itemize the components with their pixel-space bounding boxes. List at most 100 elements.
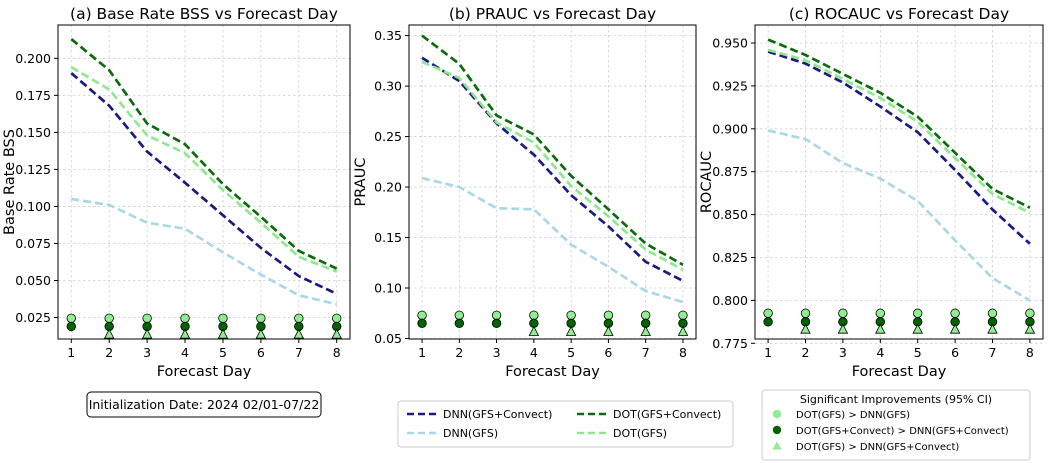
- significance-marker-sig1-circle: [763, 308, 773, 318]
- series-line-dot-gfs: [767, 48, 1031, 215]
- series-line-dnn-convect: [767, 50, 1031, 245]
- significance-marker-sig3-triangle: [528, 325, 540, 336]
- series-line-dot-convect: [70, 38, 338, 270]
- y-tick-label: 0.775: [712, 336, 748, 351]
- y-tick-label: 0.900: [712, 121, 748, 136]
- y-tick-label: 0.050: [15, 273, 51, 288]
- x-tick-label: 4: [530, 345, 538, 360]
- significance-marker-sig1-circle: [142, 313, 152, 323]
- initialization-note: Initialization Date: 2024 02/01-07/22: [86, 391, 322, 418]
- y-tick-label: 0.950: [712, 36, 748, 51]
- chart-panel-1: 1 2 3 4 5 6 7 8 0.025 0.050 0.075 0.100 0.125 0.150 0.…: [2, 5, 351, 380]
- y-tick-label: 0.925: [712, 78, 748, 93]
- y-tick-label: 0.850: [712, 207, 748, 222]
- x-tick-label: 3: [493, 345, 501, 360]
- y-tick-label: 0.125: [15, 162, 51, 177]
- series-line-dot-convect: [421, 34, 684, 266]
- x-tick-label: 5: [567, 345, 575, 360]
- legend-label-dnn-convect: DNN(GFS+Convect): [443, 408, 552, 421]
- significance-marker-sig1-circle: [678, 310, 688, 320]
- significance-marker-sig3-triangle: [837, 323, 849, 334]
- initialization-note-box: [86, 391, 322, 418]
- chart-title: (b) PRAUC vs Forecast Day: [449, 5, 656, 23]
- significance-marker-sig1-circle: [66, 313, 76, 323]
- significance-legend: Significant Improvements (95% CI) DOT(GF…: [761, 389, 1031, 461]
- significance-marker-sig3-triangle: [255, 328, 267, 339]
- x-tick-label: 3: [143, 345, 151, 360]
- series-line-dnn-convect: [421, 56, 684, 283]
- y-axis-label: ROCAUC: [699, 151, 715, 213]
- initialization-note-text: Initialization Date: 2024 02/01-07/22: [89, 397, 320, 412]
- x-axis-label: Forecast Day: [505, 364, 600, 380]
- significance-marker-sig1-circle: [256, 313, 266, 323]
- y-tick-label: 0.200: [15, 51, 51, 66]
- x-tick-label: 4: [876, 345, 884, 360]
- significance-marker-sig1-circle: [566, 310, 576, 320]
- significance-marker-sig2-circle: [491, 318, 502, 329]
- legend-marker-sig2-circle: [772, 425, 782, 435]
- series-line-dnn-gfs: [767, 129, 1031, 302]
- significance-marker-sig1-circle: [913, 308, 923, 318]
- significance-marker-sig1-circle: [454, 310, 465, 320]
- series-line-dnn-gfs: [71, 197, 338, 306]
- significance-marker-sig3-triangle: [912, 323, 923, 334]
- significance-legend-frame: [761, 389, 1031, 461]
- significance-marker-sig1-circle: [417, 310, 427, 320]
- legend-label-dnn-gfs: DNN(GFS): [443, 427, 498, 440]
- legend-label-dot-convect: DOT(GFS+Convect): [613, 408, 721, 421]
- significance-marker-sig2-circle: [417, 318, 427, 329]
- y-tick-label: 0.875: [712, 164, 748, 179]
- y-tick-label: 0.35: [374, 28, 402, 43]
- plot-frame: [57, 24, 351, 340]
- x-tick-label: 7: [642, 345, 650, 360]
- significance-marker-sig3-triangle: [141, 328, 153, 339]
- significance-marker-sig1-circle: [491, 310, 502, 320]
- y-tick-label: 0.20: [374, 180, 402, 195]
- significance-marker-sig1-circle: [950, 308, 960, 318]
- x-axis-label: Forecast Day: [157, 364, 252, 380]
- significance-marker-sig3-triangle: [331, 328, 342, 339]
- significance-marker-sig1-circle: [987, 308, 998, 318]
- significance-marker-sig1-circle: [800, 308, 811, 318]
- x-tick-label: 8: [1026, 345, 1034, 360]
- significance-marker-sig2-circle: [454, 318, 465, 329]
- significance-marker-sig3-triangle: [103, 328, 115, 339]
- x-tick-label: 6: [951, 345, 959, 360]
- x-tick-label: 7: [989, 345, 997, 360]
- legend-label-dot-gfs: DOT(GFS): [613, 427, 667, 440]
- significance-marker-sig3-triangle: [293, 328, 305, 339]
- significance-marker-sig3-triangle: [987, 323, 998, 334]
- y-tick-label: 0.800: [712, 293, 748, 308]
- y-tick-label: 0.825: [712, 250, 748, 265]
- x-tick-label: 1: [67, 345, 75, 360]
- x-tick-label: 1: [418, 345, 426, 360]
- significance-marker-sig1-circle: [838, 308, 848, 318]
- legend-marker-sig3-triangle: [772, 441, 782, 450]
- line-legend: DNN(GFS+Convect) DOT(GFS+Convect) DNN(GF…: [397, 400, 734, 448]
- y-tick-label: 0.10: [374, 281, 402, 296]
- line-legend-frame: [397, 400, 734, 448]
- plot-area: [755, 25, 1043, 339]
- legend-label-sig1: DOT(GFS) > DNN(GFS): [796, 410, 910, 421]
- y-tick-label: 0.05: [374, 331, 402, 346]
- x-tick-label: 8: [333, 345, 341, 360]
- significance-marker-sig1-circle: [332, 313, 342, 323]
- y-tick-label: 0.15: [374, 230, 402, 245]
- x-tick-label: 8: [679, 345, 687, 360]
- x-tick-label: 2: [105, 345, 113, 360]
- y-axis-label: PRAUC: [353, 158, 369, 207]
- significance-marker-sig2-circle: [66, 321, 76, 332]
- chart-title: (a) Base Rate BSS vs Forecast Day: [70, 5, 338, 23]
- significance-marker-sig3-triangle: [603, 325, 614, 336]
- significance-marker-sig1-circle: [875, 308, 885, 318]
- y-axis-label: Base Rate BSS: [2, 129, 18, 235]
- significance-marker-sig1-circle: [180, 313, 190, 323]
- series-line-dot-gfs: [70, 66, 338, 273]
- x-axis-label: Forecast Day: [852, 364, 947, 380]
- significance-marker-sig1-circle: [1025, 308, 1035, 318]
- significance-marker-sig1-circle: [218, 313, 228, 323]
- x-tick-label: 6: [257, 345, 265, 360]
- y-tick-label: 0.25: [374, 129, 402, 144]
- significance-marker-sig1-circle: [294, 313, 304, 323]
- x-tick-label: 5: [914, 345, 922, 360]
